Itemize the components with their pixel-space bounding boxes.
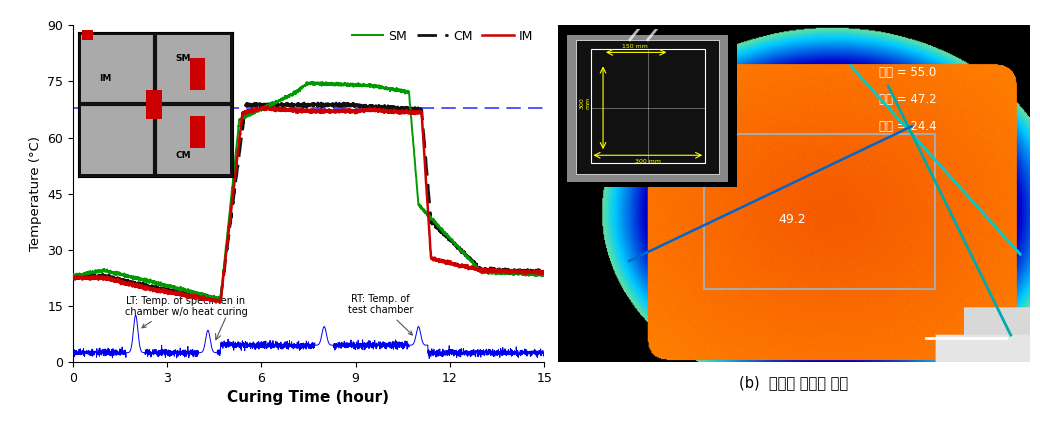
Text: RT: Temp. of
test chamber: RT: Temp. of test chamber xyxy=(348,294,414,335)
Text: Thermocouple: Thermocouple xyxy=(88,33,184,43)
X-axis label: Curing Time (hour): Curing Time (hour) xyxy=(228,390,389,405)
Text: LT: Temp. of specimen in
chamber w/o heat curing: LT: Temp. of specimen in chamber w/o hea… xyxy=(125,296,248,328)
Bar xyxy=(82,30,93,40)
Text: 49.2: 49.2 xyxy=(778,213,806,226)
Text: 최대 = 55.0: 최대 = 55.0 xyxy=(879,66,936,79)
Legend: SM, CM, IM: SM, CM, IM xyxy=(346,25,538,48)
Text: (b)  열화상 카메라 영상: (b) 열화상 카메라 영상 xyxy=(739,376,849,391)
Y-axis label: Temperature (°C): Temperature (°C) xyxy=(28,136,42,251)
Text: 평균 = 47.2: 평균 = 47.2 xyxy=(879,93,936,106)
Bar xyxy=(704,134,935,289)
Text: 최소 = 24.4: 최소 = 24.4 xyxy=(879,120,936,133)
